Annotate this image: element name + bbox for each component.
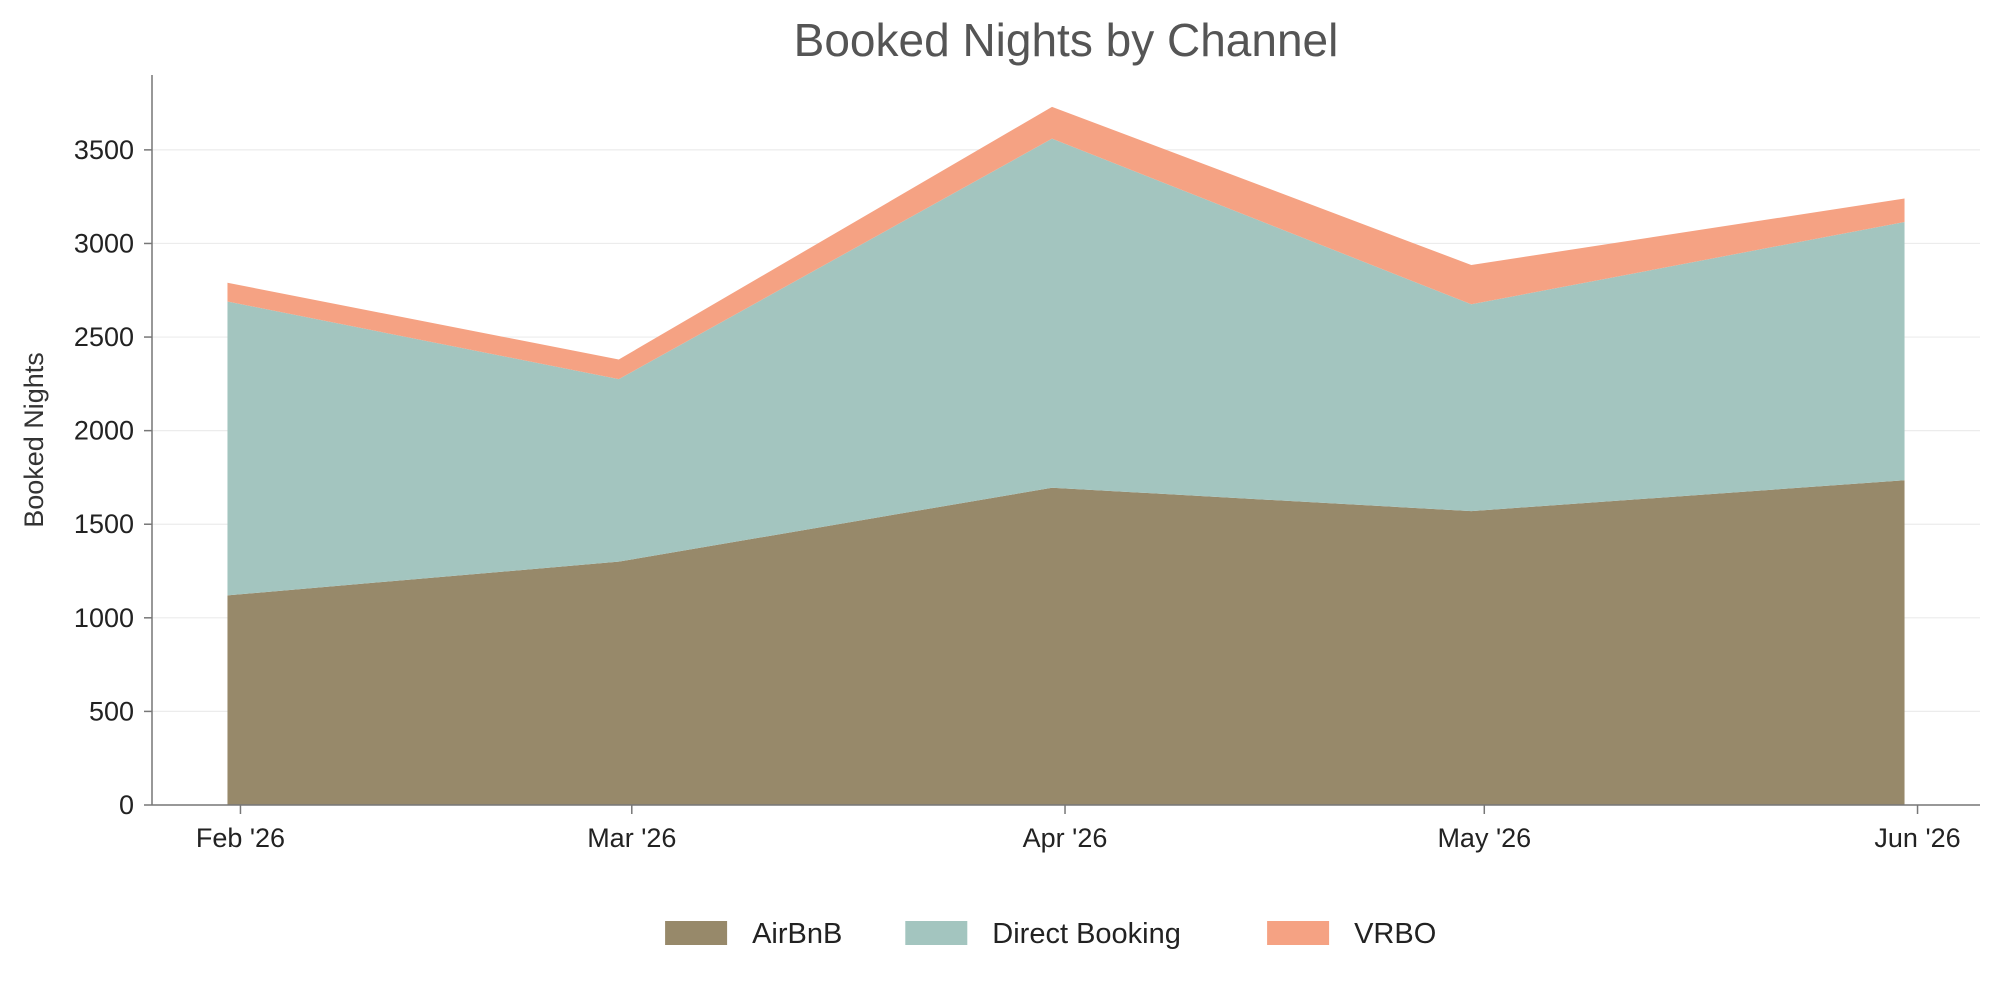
- areas: [227, 106, 1905, 805]
- x-tick-label-0: Feb '26: [196, 823, 285, 853]
- y-tick-label-2000: 2000: [74, 416, 134, 446]
- legend-swatch-airbnb: [665, 921, 728, 945]
- x-ticks: Feb '26 Mar '26 Apr '26 May '26 Jun '26: [196, 805, 1961, 853]
- axes: [151, 75, 1980, 806]
- legend-label-direct-booking: Direct Booking: [992, 918, 1181, 950]
- y-tick-label-0: 0: [119, 790, 134, 820]
- legend: AirBnB Direct Booking VRBO: [665, 918, 1436, 950]
- x-tick-label-2: Apr '26: [1023, 823, 1108, 853]
- legend-swatch-direct-booking: [905, 921, 968, 945]
- y-tick-label-3500: 3500: [74, 135, 134, 165]
- y-tick-label-1500: 1500: [74, 509, 134, 539]
- y-tick-label-1000: 1000: [74, 603, 134, 633]
- area-airbnb: [227, 480, 1905, 805]
- x-tick-label-4: Jun '26: [1874, 823, 1960, 853]
- legend-label-airbnb: AirBnB: [752, 918, 842, 950]
- x-tick-label-1: Mar '26: [587, 823, 676, 853]
- y-ticks: 0 500 1000 1500 2000 2500 3000 3500: [74, 135, 152, 820]
- x-tick-label-3: May '26: [1437, 823, 1531, 853]
- legend-label-vrbo: VRBO: [1354, 918, 1436, 950]
- y-tick-label-500: 500: [89, 696, 134, 726]
- chart-title: Booked Nights by Channel: [794, 14, 1339, 66]
- y-axis-title: Booked Nights: [19, 352, 49, 528]
- y-tick-label-2500: 2500: [74, 322, 134, 352]
- y-tick-label-3000: 3000: [74, 228, 134, 258]
- area-direct-booking: [227, 138, 1905, 596]
- legend-swatch-vrbo: [1267, 921, 1330, 945]
